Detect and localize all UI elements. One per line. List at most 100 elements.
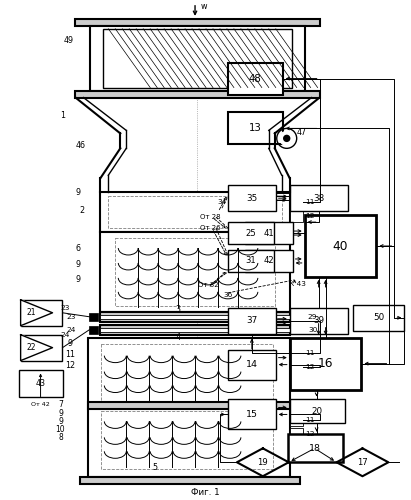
Bar: [290, 308, 348, 334]
Bar: [353, 305, 404, 330]
Polygon shape: [21, 334, 53, 360]
Text: 7: 7: [58, 400, 63, 409]
Text: 29: 29: [308, 314, 317, 320]
Text: От 32: От 32: [198, 282, 218, 288]
Text: 9: 9: [76, 276, 81, 284]
Text: От 28: От 28: [200, 214, 220, 220]
Bar: [245, 222, 293, 244]
Bar: [290, 185, 348, 211]
Bar: [100, 315, 290, 319]
Circle shape: [280, 132, 294, 145]
Bar: [109, 196, 282, 228]
Bar: [245, 250, 293, 272]
Bar: [88, 402, 290, 409]
Text: 8: 8: [58, 433, 63, 442]
Bar: [76, 90, 320, 98]
Text: От 42: От 42: [31, 402, 50, 407]
Bar: [103, 29, 292, 88]
Text: 46: 46: [76, 141, 85, 150]
Bar: [100, 324, 290, 334]
Circle shape: [284, 136, 290, 141]
Text: 15: 15: [246, 410, 258, 419]
Text: 47: 47: [297, 128, 307, 137]
Polygon shape: [237, 448, 289, 476]
Bar: [90, 326, 98, 334]
Bar: [76, 19, 320, 26]
Bar: [290, 400, 344, 423]
Text: 5: 5: [152, 463, 158, 472]
Bar: [290, 196, 302, 208]
Bar: [290, 360, 302, 372]
Text: От 26: От 26: [200, 225, 220, 231]
Text: 6: 6: [76, 244, 81, 252]
Text: 50: 50: [373, 314, 384, 322]
Text: 37: 37: [246, 316, 257, 326]
Bar: [228, 400, 276, 430]
Text: 34: 34: [217, 199, 226, 205]
Bar: [21, 334, 62, 360]
Text: 12: 12: [305, 432, 314, 438]
Text: 9: 9: [68, 339, 73, 348]
Text: 24: 24: [67, 326, 76, 332]
Bar: [228, 308, 276, 334]
Bar: [21, 300, 62, 326]
Text: 11: 11: [65, 350, 76, 359]
Text: 22: 22: [27, 343, 36, 352]
Bar: [90, 313, 98, 321]
Text: 39: 39: [313, 316, 324, 326]
Bar: [228, 185, 276, 211]
Text: 38: 38: [313, 194, 324, 202]
Text: 19: 19: [257, 458, 268, 467]
Bar: [100, 232, 290, 312]
Text: 11: 11: [305, 199, 314, 205]
Text: 24: 24: [61, 332, 70, 338]
Text: 23: 23: [67, 314, 76, 320]
Text: 11: 11: [305, 418, 314, 424]
Bar: [115, 238, 275, 306]
Bar: [100, 192, 290, 232]
Bar: [228, 222, 274, 244]
Text: 9: 9: [58, 417, 63, 426]
Text: 36: 36: [223, 292, 233, 298]
Text: 42: 42: [263, 256, 274, 266]
Text: 3: 3: [175, 306, 180, 314]
Text: 23: 23: [61, 305, 70, 311]
Text: 17: 17: [357, 458, 368, 467]
Bar: [102, 412, 273, 470]
Text: 9: 9: [76, 188, 81, 196]
Text: 49: 49: [63, 36, 74, 45]
Bar: [81, 477, 300, 484]
Text: 4: 4: [175, 333, 180, 342]
Bar: [18, 370, 63, 398]
Text: 31: 31: [245, 256, 256, 266]
Bar: [290, 210, 302, 222]
Bar: [100, 328, 290, 332]
Bar: [90, 26, 305, 90]
Text: 41: 41: [263, 228, 274, 237]
Bar: [102, 344, 273, 402]
Bar: [88, 338, 290, 477]
Text: 43: 43: [36, 379, 46, 388]
Text: 25: 25: [245, 228, 256, 237]
Text: 40: 40: [333, 240, 348, 252]
Text: 48: 48: [249, 74, 261, 84]
Text: 2: 2: [80, 206, 85, 214]
Text: 35: 35: [246, 194, 257, 202]
Bar: [100, 312, 290, 322]
Text: 12: 12: [65, 361, 76, 370]
Bar: [290, 346, 302, 358]
Text: 9: 9: [76, 260, 81, 270]
Text: 18: 18: [309, 444, 321, 453]
Text: 12: 12: [305, 213, 314, 219]
Bar: [290, 428, 302, 440]
Bar: [292, 326, 301, 334]
Bar: [228, 62, 283, 94]
Text: 12: 12: [305, 364, 314, 370]
Text: 11: 11: [305, 350, 314, 356]
Text: 14: 14: [246, 360, 258, 369]
Text: 1: 1: [60, 111, 65, 120]
Polygon shape: [337, 448, 388, 476]
Polygon shape: [21, 300, 53, 326]
Text: 9: 9: [58, 409, 63, 418]
Text: Фиг. 1: Фиг. 1: [191, 488, 219, 496]
